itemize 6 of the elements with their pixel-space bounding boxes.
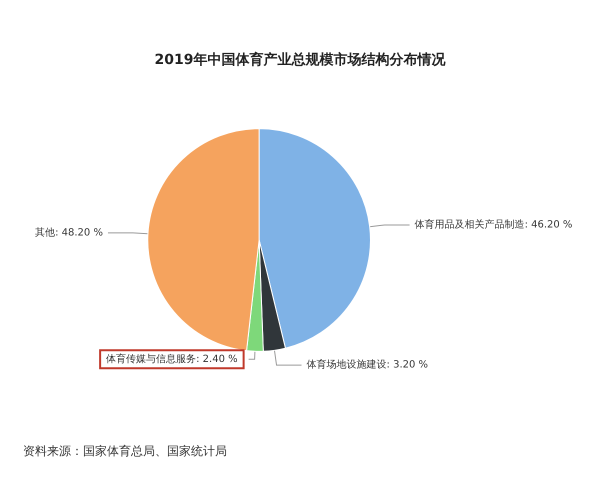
- text: 资料来源：国家体育总局、国家统计局: [23, 444, 227, 458]
- slice-label: 体育场地设施建设: 3.20 %: [306, 358, 428, 371]
- slice-label: 体育用品及相关产品制造: 46.20 %: [414, 218, 572, 230]
- slice-label: 体育传媒与信息服务: 2.40 %: [106, 352, 238, 365]
- slice-label: 其他: 48.20 %: [35, 226, 103, 238]
- chart-title: 2019年中国体育产业总规模市场结构分布情况: [154, 51, 446, 68]
